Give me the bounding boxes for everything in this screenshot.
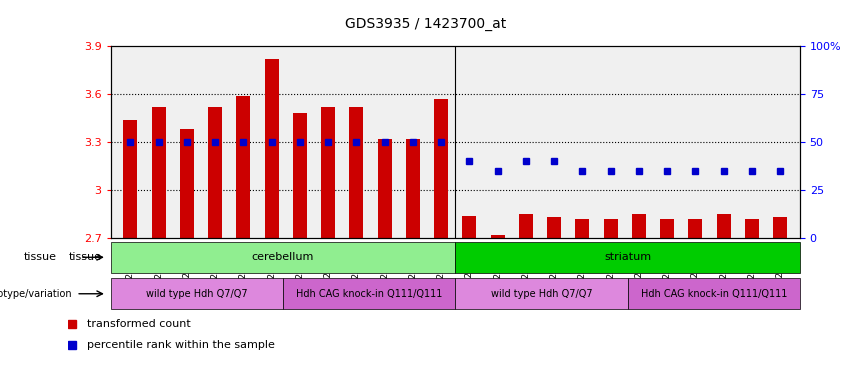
Bar — [265, 59, 279, 238]
Bar — [717, 214, 731, 238]
Text: tissue: tissue — [24, 252, 57, 262]
Bar — [208, 107, 222, 238]
Text: percentile rank within the sample: percentile rank within the sample — [87, 340, 275, 350]
FancyBboxPatch shape — [111, 278, 283, 310]
Text: tissue: tissue — [69, 252, 102, 262]
FancyBboxPatch shape — [455, 242, 800, 273]
FancyBboxPatch shape — [627, 278, 800, 310]
Bar — [293, 113, 307, 238]
Bar — [603, 219, 618, 238]
Bar — [547, 217, 561, 238]
Bar — [519, 214, 533, 238]
Bar — [237, 96, 250, 238]
Bar — [321, 107, 335, 238]
Text: transformed count: transformed count — [87, 319, 191, 329]
Bar — [660, 219, 674, 238]
Text: wild type Hdh Q7/Q7: wild type Hdh Q7/Q7 — [491, 289, 592, 299]
FancyBboxPatch shape — [283, 278, 455, 310]
Bar — [350, 107, 363, 238]
Bar — [490, 235, 505, 238]
Text: GDS3935 / 1423700_at: GDS3935 / 1423700_at — [345, 17, 506, 31]
Bar — [462, 216, 477, 238]
FancyBboxPatch shape — [111, 242, 455, 273]
Text: striatum: striatum — [604, 252, 651, 262]
Bar — [773, 217, 787, 238]
Bar — [180, 129, 194, 238]
Bar — [631, 214, 646, 238]
Bar — [745, 219, 759, 238]
Bar — [378, 139, 391, 238]
Text: Hdh CAG knock-in Q111/Q111: Hdh CAG knock-in Q111/Q111 — [641, 289, 787, 299]
Bar — [406, 139, 420, 238]
Text: Hdh CAG knock-in Q111/Q111: Hdh CAG knock-in Q111/Q111 — [296, 289, 443, 299]
FancyBboxPatch shape — [455, 278, 627, 310]
Text: genotype/variation: genotype/variation — [0, 289, 72, 299]
Bar — [151, 107, 166, 238]
Bar — [575, 219, 590, 238]
Text: wild type Hdh Q7/Q7: wild type Hdh Q7/Q7 — [146, 289, 248, 299]
Text: cerebellum: cerebellum — [252, 252, 314, 262]
Bar — [123, 120, 138, 238]
Bar — [688, 219, 702, 238]
Bar — [434, 99, 448, 238]
